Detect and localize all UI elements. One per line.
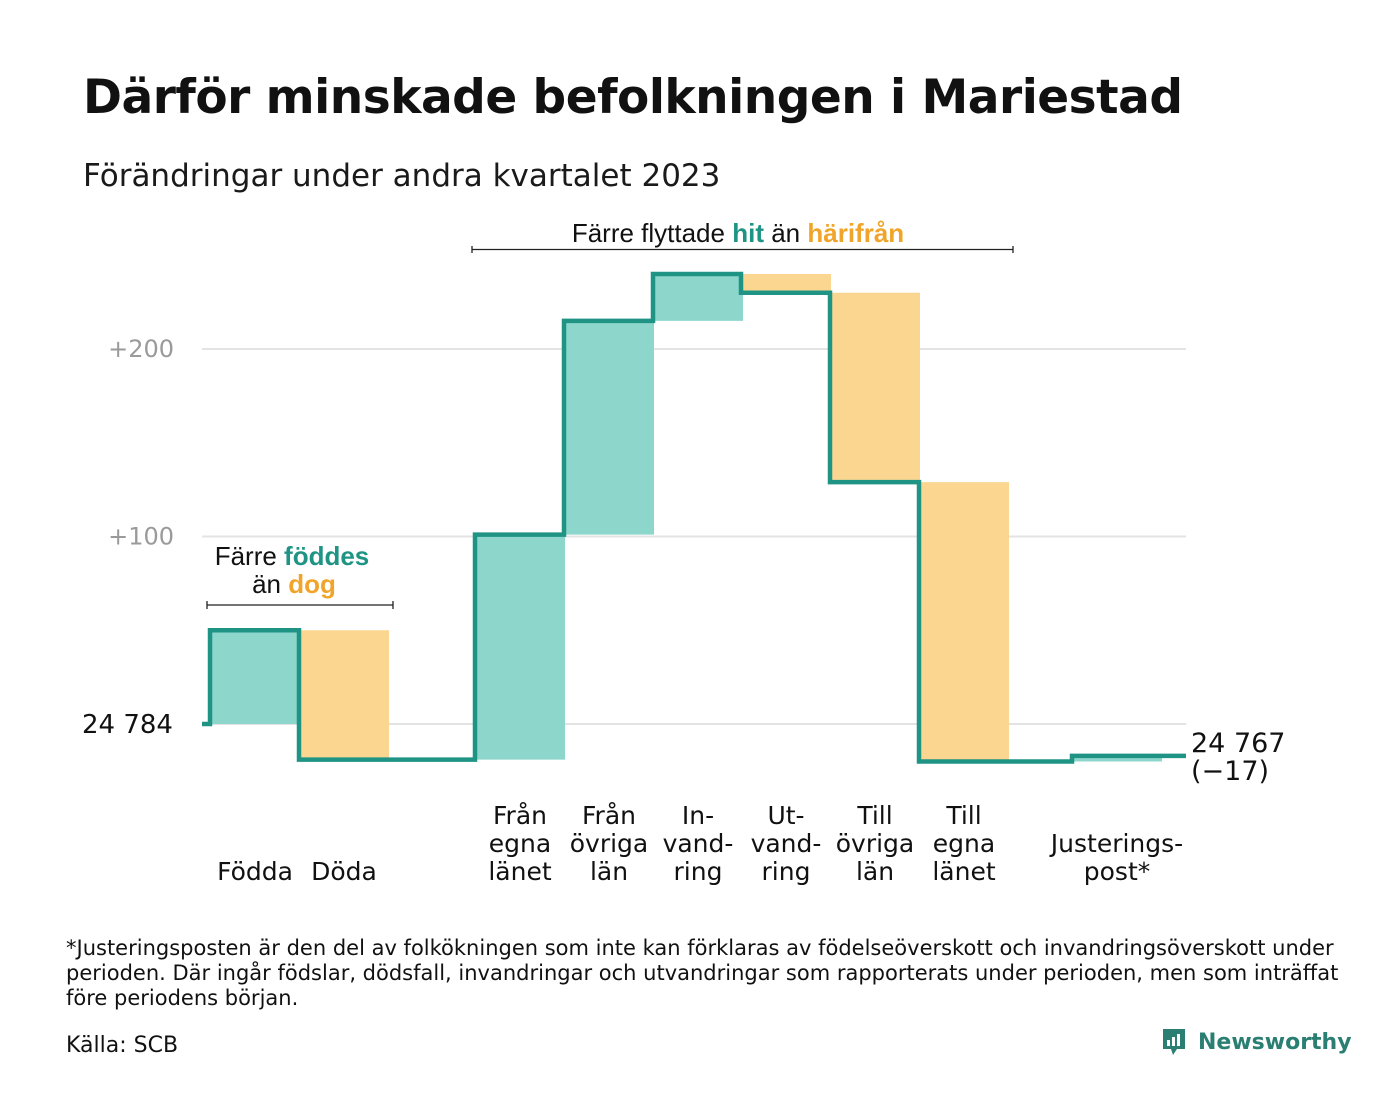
annotation-births-line1: Färre föddes (215, 541, 370, 571)
bar-increase (1072, 755, 1162, 762)
y-tick-label: +100 (108, 523, 174, 551)
annotation-births-bracket (206, 601, 394, 609)
category-label: vand- (751, 829, 822, 858)
category-label: In- (682, 801, 714, 830)
source-credit: Källa: SCB (66, 1033, 179, 1058)
chart-subtitle: Förändringar under andra kvartalet 2023 (83, 158, 721, 194)
category-label: län (590, 857, 628, 886)
bar-increase (564, 320, 654, 535)
bar-decrease (299, 630, 389, 760)
bar-decrease (830, 292, 920, 483)
cumulative-step-line (202, 271, 1186, 764)
chart-title: Därför minskade befolkningen i Mariestad (83, 70, 1183, 125)
category-label: övriga (570, 829, 649, 858)
category-label: vand- (663, 829, 734, 858)
category-label: post* (1084, 857, 1151, 886)
category-label: övriga (836, 829, 915, 858)
bar-increase (653, 274, 743, 321)
category-label: Ut- (767, 801, 804, 830)
start-value-label: 24 784 (82, 710, 173, 740)
category-label: Födda (217, 857, 293, 886)
y-tick-label: +200 (108, 335, 174, 363)
annotation-births-line2: än dog (252, 569, 336, 599)
bar-increase (475, 534, 565, 760)
category-label: länet (932, 857, 995, 886)
annotation-migration-text: Färre flyttade hit än härifrån (572, 218, 904, 248)
bar-decrease (919, 482, 1009, 762)
newsworthy-logo-icon (1163, 1029, 1185, 1055)
bar-decrease (741, 274, 831, 293)
footnote: *Justeringsposten är den del av folkökni… (66, 936, 1339, 1010)
category-label: Från (493, 801, 547, 830)
annotation-migration-bracket (471, 246, 1014, 253)
category-label: ring (762, 857, 811, 886)
brand-logo: Newsworthy (1160, 1026, 1352, 1058)
category-label: Från (582, 801, 636, 830)
end-change-label: (−17) (1191, 756, 1269, 787)
end-value-label: 24 767 (1191, 728, 1285, 759)
category-label: egna (489, 829, 551, 858)
brand-name: Newsworthy (1198, 1029, 1352, 1055)
category-label: Justerings- (1049, 829, 1183, 858)
category-label: Till (856, 801, 892, 830)
category-label: Till (945, 801, 981, 830)
bar-increase (210, 630, 300, 724)
category-label: ring (674, 857, 723, 886)
category-label: länet (488, 857, 551, 886)
category-label: län (856, 857, 894, 886)
category-label: egna (933, 829, 995, 858)
category-label: Döda (311, 857, 377, 886)
